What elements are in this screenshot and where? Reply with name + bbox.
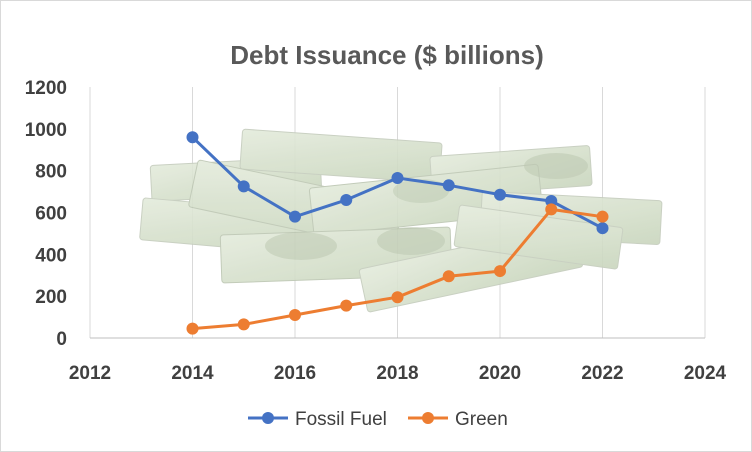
legend-swatch-marker (262, 412, 274, 424)
y-tick-label: 400 (35, 245, 67, 266)
chart-title: Debt Issuance ($ billions) (230, 40, 544, 70)
x-tick-label: 2016 (274, 363, 316, 384)
legend: Fossil Fuel Green (248, 409, 508, 430)
data-point (237, 318, 250, 331)
data-point (442, 270, 455, 283)
legend-label: Green (455, 409, 508, 430)
data-point (289, 308, 301, 321)
series-green (186, 203, 609, 335)
data-point (596, 210, 609, 223)
data-point (237, 180, 250, 193)
money-stack-image (139, 128, 663, 313)
y-axis-ticks: 0 200 400 600 800 1000 1200 (25, 78, 67, 350)
legend-swatch-marker (422, 412, 434, 424)
y-tick-label: 600 (35, 204, 67, 225)
y-tick-label: 200 (35, 287, 67, 308)
y-tick-label: 0 (56, 329, 67, 350)
data-point (494, 188, 506, 201)
data-point (289, 210, 301, 223)
x-axis-ticks: 2012 2014 2016 2018 2020 2022 2024 (69, 363, 727, 384)
y-tick-label: 1000 (25, 120, 67, 141)
y-tick-label: 800 (35, 162, 67, 183)
data-point (545, 203, 558, 216)
series-layer (186, 131, 609, 335)
x-tick-label: 2018 (376, 363, 418, 384)
y-tick-label: 1200 (25, 78, 67, 99)
data-point (186, 322, 199, 335)
data-point (391, 171, 404, 184)
data-point (391, 291, 404, 304)
legend-item: Green (408, 409, 508, 430)
data-point (442, 179, 455, 192)
series-fossil-fuel (186, 131, 609, 235)
legend-item: Fossil Fuel (248, 409, 387, 430)
x-tick-label: 2022 (581, 363, 623, 384)
data-point (545, 194, 558, 207)
x-tick-label: 2020 (479, 363, 521, 384)
data-point (340, 299, 353, 312)
legend-label: Fossil Fuel (295, 409, 387, 430)
x-tick-label: 2012 (69, 363, 111, 384)
data-point (596, 222, 609, 235)
data-point (340, 193, 353, 206)
data-point (186, 131, 199, 144)
data-point (494, 265, 506, 278)
x-tick-label: 2014 (171, 363, 214, 384)
x-tick-label: 2024 (684, 363, 727, 384)
